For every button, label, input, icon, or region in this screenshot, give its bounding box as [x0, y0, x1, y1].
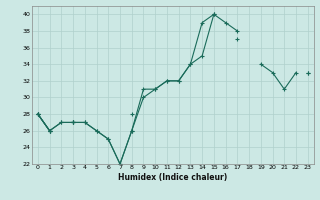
X-axis label: Humidex (Indice chaleur): Humidex (Indice chaleur): [118, 173, 228, 182]
